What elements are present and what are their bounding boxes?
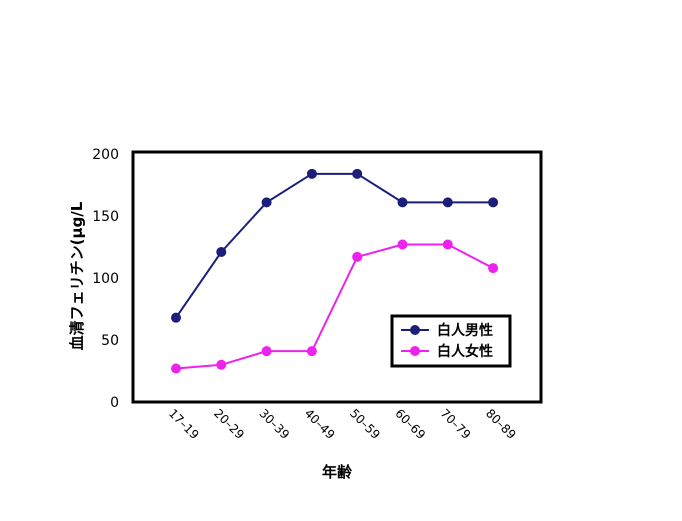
y-axis-label: 血清フェリチン(μg/L: [68, 201, 86, 350]
data-point: [216, 246, 227, 257]
data-point: [442, 239, 453, 250]
data-point: [171, 312, 181, 323]
y-axis: 0 50 100 150 200: [92, 147, 119, 411]
y-tick-label: 0: [110, 395, 119, 411]
data-point: [352, 168, 363, 179]
x-tick-label: 50–59: [347, 406, 383, 442]
y-tick-label: 200: [92, 147, 119, 163]
x-tick-label: 80–89: [483, 406, 519, 442]
x-tick-label: 30–39: [256, 406, 292, 442]
series-line: [175, 243, 494, 370]
series-layer: [171, 168, 499, 374]
series-2: [171, 239, 499, 374]
y-tick-label: 150: [92, 209, 119, 225]
x-tick-label: 60–69: [392, 406, 428, 442]
data-point: [397, 239, 408, 250]
x-tick-label: 20–29: [211, 406, 247, 442]
y-tick-label: 100: [92, 271, 119, 287]
x-axis: 17–19 20–29 30–39 40–49 50–59 60–69 70–79 80–89: [166, 406, 519, 442]
x-tick-label: 17–19: [166, 406, 202, 442]
data-point: [488, 197, 499, 208]
x-axis-label: 年齢: [322, 463, 353, 481]
y-tick-label: 50: [101, 333, 119, 349]
series-1: [171, 168, 499, 323]
data-point: [306, 346, 317, 357]
data-point: [216, 359, 227, 370]
data-point: [352, 251, 363, 262]
x-tick-label: 70–79: [438, 406, 474, 442]
data-point: [171, 363, 181, 374]
data-point: [442, 197, 453, 208]
legend-box: [390, 314, 512, 368]
data-point: [261, 346, 272, 357]
legend-marker: [410, 346, 420, 356]
data-point: [397, 197, 408, 208]
legend-marker: [410, 325, 420, 335]
x-tick-label: 40–49: [302, 406, 338, 442]
data-point: [488, 263, 499, 274]
legend-label: 白人男性: [437, 322, 493, 339]
data-point: [261, 197, 272, 208]
data-point: [306, 168, 317, 179]
legend-label: 白人女性: [437, 343, 493, 360]
series-line: [175, 172, 494, 319]
